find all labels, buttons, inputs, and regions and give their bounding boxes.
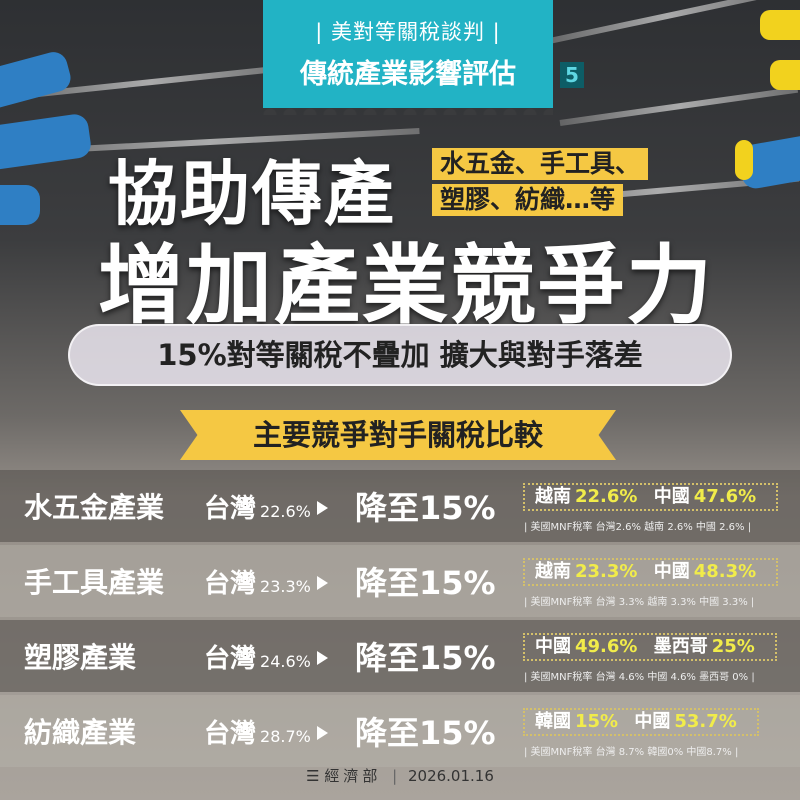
industry-name: 水五金產業 [24,491,165,524]
taiwan-label: 台灣 [204,644,257,674]
competitor-rate: 15% [575,711,619,732]
competitor-rate: 53.7% [674,711,737,732]
taiwan-rate: 台灣 28.7% [204,713,334,750]
competitor-country: 越南 [535,486,571,507]
headline-line2: 增加產業競爭力 [98,236,714,336]
arrow-right-icon [316,576,328,590]
industry-name: 塑膠產業 [24,641,137,674]
competitor-rate: 48.3% [693,561,757,582]
competitor-rate: 23.3% [575,561,638,582]
taiwan-label: 台灣 [204,494,257,524]
new-rate: 降至15% [355,489,496,527]
mfn-rate-note: | 美國MNF稅率 台灣 4.6% 中國 4.6% 墨西哥 0% | [524,672,755,683]
table-row: 水五金產業 台灣 22.6% 降至15% 越南 22.6% 中國 47.6% | 美國… [0,470,800,542]
table-row: 塑膠產業 台灣 24.6% 降至15% 中國 49.6% 墨西哥 25% | 美國MN… [0,620,800,692]
mfn-rate-note: | 美國MNF稅率 台灣 3.3% 越南 3.3% 中國 3.3% | [524,597,755,608]
new-rate: 降至15% [355,639,496,677]
competitor-rate: 47.6% [693,486,757,507]
competitor-box: 越南 22.6% 中國 47.6% [523,483,779,511]
footer-date: 2026.01.16 [407,767,494,785]
taiwan-old-rate: 28.7% [260,727,311,746]
series-title: | 美對等關稅談判 | [315,20,501,44]
footer-org: 經濟部 [324,767,382,785]
taiwan-label: 台灣 [204,569,257,599]
taiwan-old-rate: 22.6% [260,502,311,521]
competitor-country: 中國 [653,486,690,507]
arrow-right-icon [316,651,328,665]
competitor-rate: 49.6% [575,636,638,657]
table-row: 紡織產業 台灣 28.7% 降至15% 韓國 15% 中國 53.7% | 美國MNF… [0,695,800,767]
headline-line1: 協助傳產 [108,153,396,235]
header-ticket: | 美對等關稅談判 | 傳統產業影響評估 [263,0,553,115]
industry-name: 紡織產業 [24,716,137,749]
footer: ☰ 經濟部 | 2026.01.16 [0,765,800,786]
competitor-box: 中國 49.6% 墨西哥 25% [523,633,777,661]
section-title-banner: 主要競爭對手關稅比較 [180,410,616,460]
competitor-country: 中國 [634,711,671,732]
subtitle-pill: 15%對等關稅不疊加 擴大與對手落差 [68,324,732,386]
industry-name: 手工具產業 [24,566,165,599]
competitor-country: 墨西哥 [653,636,708,657]
competitor-rate: 22.6% [575,486,638,507]
competitor-country: 越南 [535,561,571,582]
ticket-edge [263,101,553,115]
table-row: 手工具產業 台灣 23.3% 降至15% 越南 23.3% 中國 48.3% | 美國… [0,545,800,617]
headline-tag: 水五金、手工具、 [432,148,649,180]
page-number-badge: 5 [560,62,584,88]
taiwan-rate: 台灣 23.3% [204,563,334,600]
competitor-box: 越南 23.3% 中國 48.3% [523,558,779,586]
taiwan-old-rate: 24.6% [260,652,311,671]
new-rate: 降至15% [355,564,496,602]
taiwan-rate: 台灣 22.6% [204,488,334,525]
taiwan-rate: 台灣 24.6% [204,638,334,675]
competitor-box: 韓國 15% 中國 53.7% [523,708,759,736]
mfn-rate-note: | 美國MNF稅率 台灣2.6% 越南 2.6% 中國 2.6% | [524,522,752,533]
competitor-country: 中國 [535,636,571,657]
ministry-logo-icon: ☰ [306,767,320,785]
header-title: 傳統產業影響評估 [300,59,516,90]
competitor-country: 韓國 [535,711,571,732]
arrow-right-icon [316,501,328,515]
arrow-right-icon [316,726,328,740]
new-rate: 降至15% [355,714,496,752]
taiwan-old-rate: 23.3% [260,577,311,596]
competitor-rate: 25% [711,636,755,657]
headline-tag: 塑膠、紡織…等 [432,184,624,216]
footer-divider: | [392,767,398,785]
mfn-rate-note: | 美國MNF稅率 台灣 8.7% 韓國0% 中國8.7% | [524,747,739,758]
competitor-country: 中國 [653,561,690,582]
taiwan-label: 台灣 [204,719,257,749]
